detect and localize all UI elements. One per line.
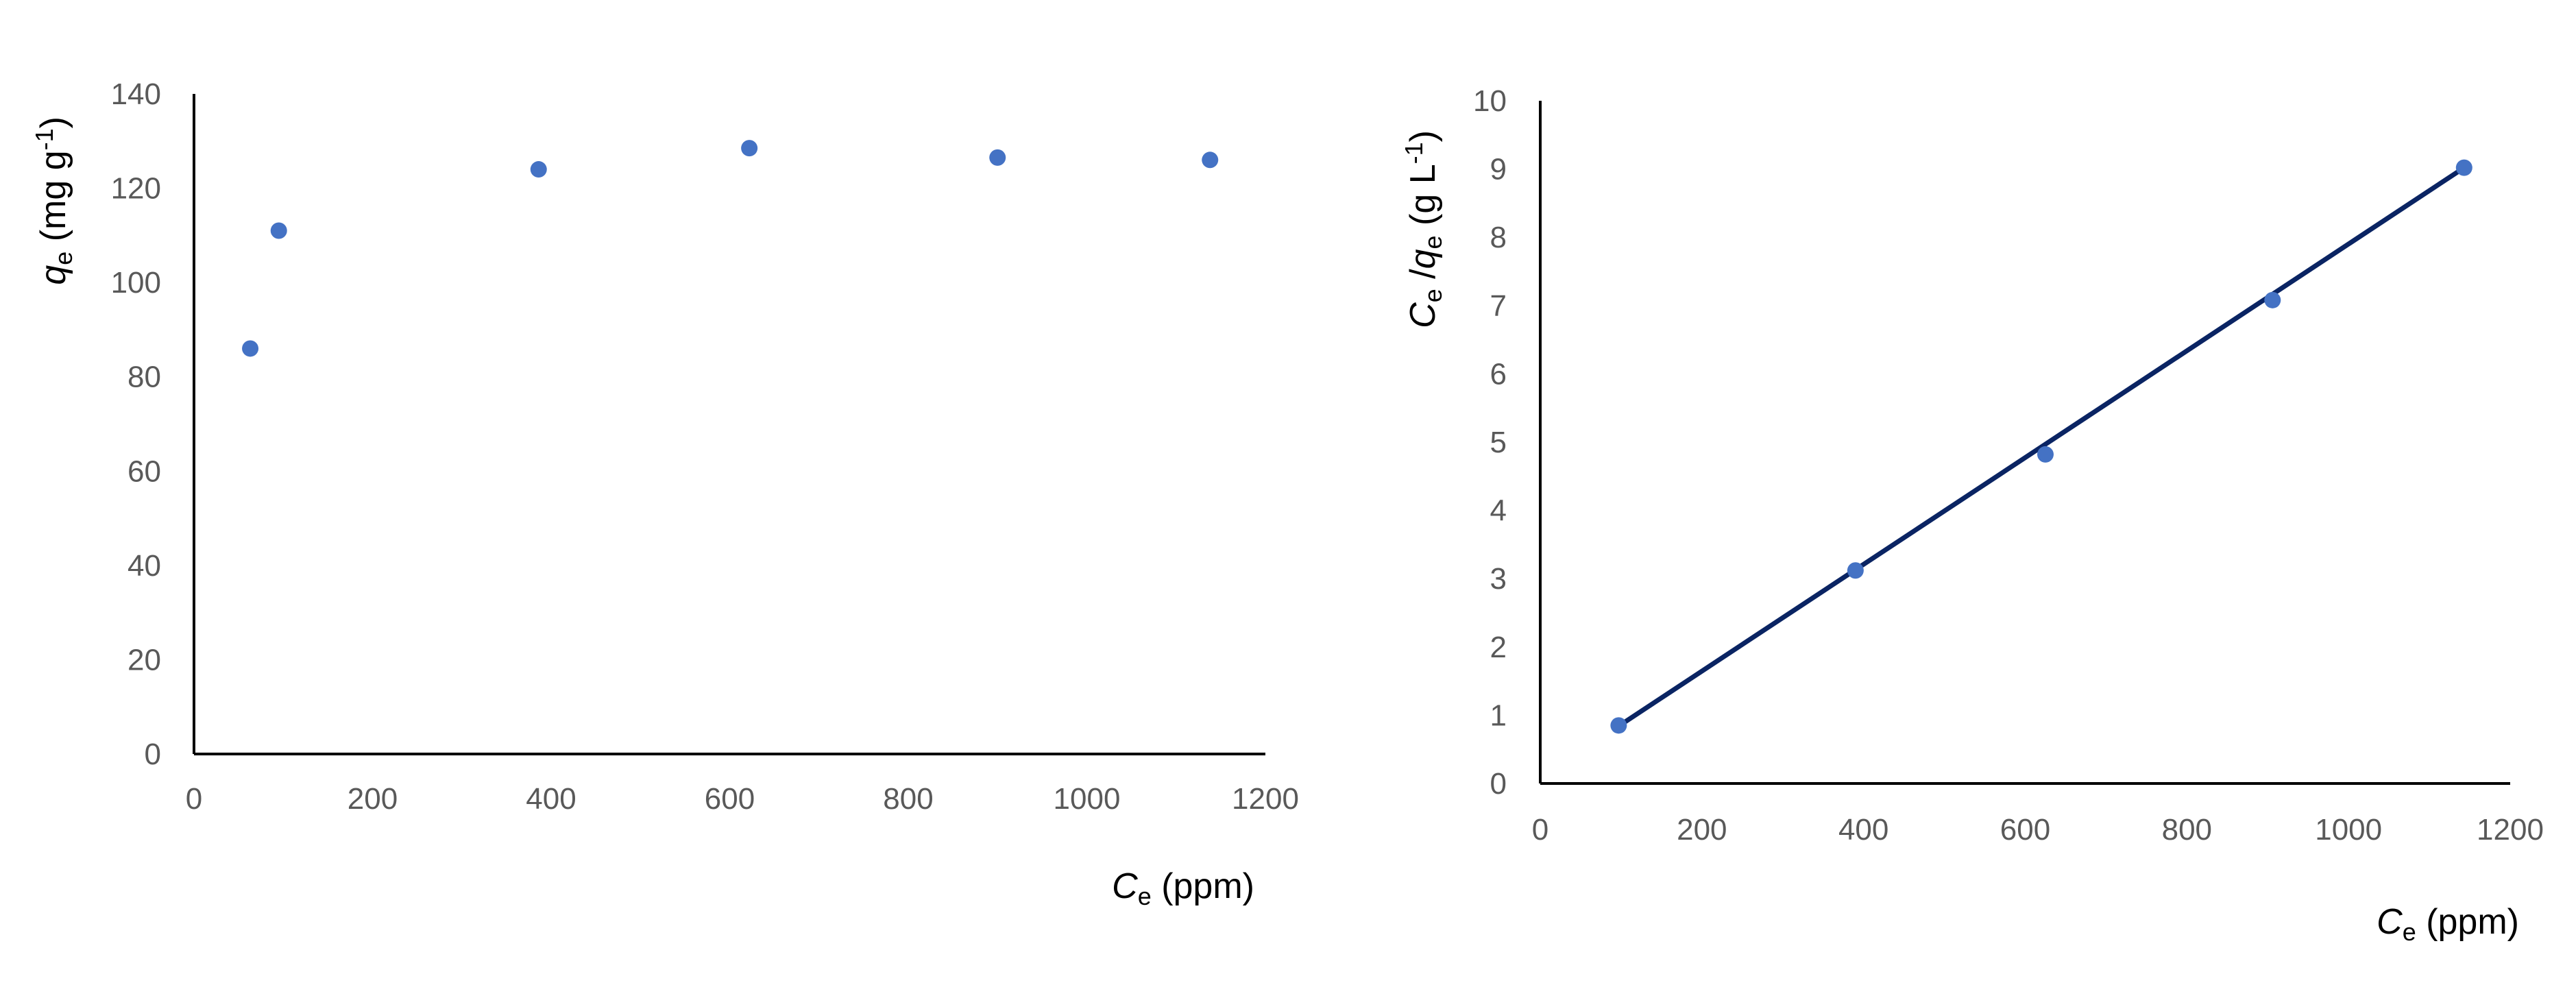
data-point bbox=[1610, 717, 1627, 734]
x-tick-label: 800 bbox=[883, 782, 933, 816]
y-tick-label: 100 bbox=[111, 266, 161, 300]
y-axis-title: Ce /qe (g L-1) bbox=[1400, 130, 1447, 328]
x-tick-label: 800 bbox=[2162, 813, 2212, 847]
y-tick-label: 60 bbox=[127, 454, 161, 488]
x-tick-label: 400 bbox=[1838, 813, 1888, 847]
x-tick-label: 600 bbox=[705, 782, 755, 816]
data-point bbox=[270, 222, 287, 239]
y-tick-label: 9 bbox=[1490, 153, 1507, 186]
x-axis-title: Ce (ppm) bbox=[1112, 866, 1254, 910]
data-point bbox=[242, 340, 259, 357]
y-tick-label: 40 bbox=[127, 549, 161, 583]
data-point bbox=[989, 149, 1006, 166]
data-point bbox=[2037, 446, 2054, 463]
x-axis-title: Ce (ppm) bbox=[2377, 902, 2519, 946]
linear-fit-line bbox=[1616, 165, 2467, 729]
y-tick-label: 80 bbox=[127, 361, 161, 394]
data-point bbox=[1202, 151, 1219, 169]
y-tick-label: 8 bbox=[1490, 221, 1507, 254]
x-tick-label: 200 bbox=[1677, 813, 1727, 847]
data-point bbox=[741, 140, 758, 157]
x-tick-label: 1000 bbox=[1054, 782, 1121, 816]
x-tick-label: 0 bbox=[1532, 813, 1548, 847]
y-tick-label: 140 bbox=[111, 77, 161, 111]
data-point bbox=[1847, 562, 1864, 579]
y-tick-label: 1 bbox=[1490, 698, 1507, 732]
y-tick-label: 120 bbox=[111, 172, 161, 206]
data-point bbox=[2455, 159, 2472, 176]
left-scatter-chart: 0 20 40 60 80 100 120 140 0 200 400 600 800 1000 1200 C… bbox=[30, 77, 1299, 910]
y-tick-label: 3 bbox=[1490, 562, 1507, 596]
y-axis-title: qe (mg g-1) bbox=[30, 117, 77, 285]
y-tick-label: 2 bbox=[1490, 631, 1507, 664]
y-tick-label: 4 bbox=[1490, 494, 1507, 528]
y-tick-label: 0 bbox=[145, 738, 161, 771]
x-tick-label: 1200 bbox=[1232, 782, 1299, 816]
x-tick-label: 400 bbox=[526, 782, 576, 816]
y-tick-label: 0 bbox=[1490, 767, 1507, 801]
right-linear-fit-chart: 0 1 2 3 4 5 6 7 8 9 10 0 200 400 600 800 1000 1200 Ce (ppm… bbox=[1400, 84, 2544, 946]
x-tick-label: 200 bbox=[348, 782, 398, 816]
x-tick-label: 0 bbox=[186, 782, 202, 816]
y-tick-label: 10 bbox=[1473, 84, 1507, 118]
y-tick-label: 5 bbox=[1490, 426, 1507, 459]
x-tick-label: 600 bbox=[2000, 813, 2050, 847]
y-tick-label: 7 bbox=[1490, 289, 1507, 323]
y-tick-label: 6 bbox=[1490, 357, 1507, 391]
data-point bbox=[2264, 291, 2281, 308]
data-point bbox=[530, 161, 547, 178]
x-tick-label: 1000 bbox=[2315, 813, 2382, 847]
x-tick-label: 1200 bbox=[2477, 813, 2544, 847]
y-tick-label: 20 bbox=[127, 643, 161, 677]
